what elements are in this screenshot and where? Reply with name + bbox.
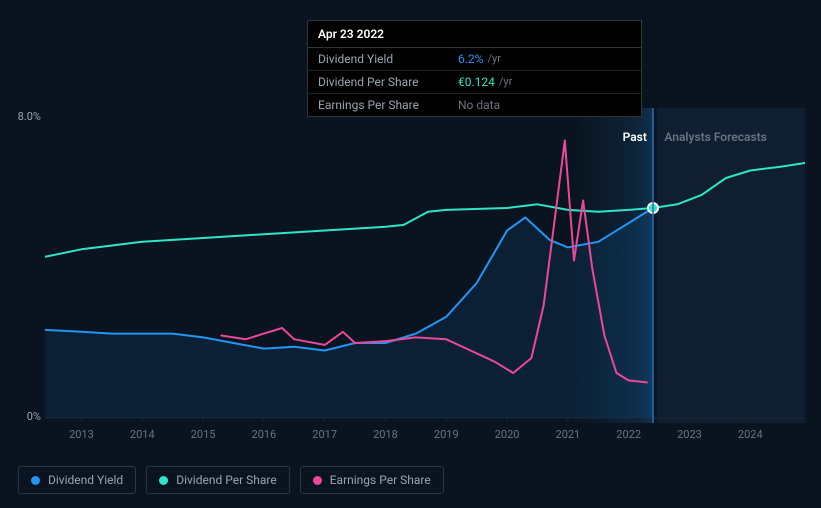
region-label-past: Past <box>623 130 647 144</box>
x-axis-label: 2016 <box>252 428 277 441</box>
x-axis-label: 2022 <box>616 428 641 441</box>
tooltip-label: Dividend Yield <box>318 52 458 66</box>
tooltip-row: Dividend Yield 6.2% /yr <box>308 48 641 71</box>
chart-tooltip: Apr 23 2022 Dividend Yield 6.2% /yr Divi… <box>307 20 642 117</box>
legend-item-earnings-per-share[interactable]: Earnings Per Share <box>300 466 444 494</box>
chart-area[interactable]: 8.0% 0% 2013 2014 2015 2016 2017 2018 2019 2020 20… <box>0 108 821 458</box>
x-axis-label: 2023 <box>677 428 702 441</box>
legend-dot-icon <box>159 476 168 485</box>
legend: Dividend Yield Dividend Per Share Earnin… <box>18 466 444 494</box>
tooltip-value: €0.124 <box>458 75 495 89</box>
legend-label: Dividend Yield <box>48 473 123 487</box>
tooltip-label: Dividend Per Share <box>318 75 458 89</box>
legend-dot-icon <box>31 476 40 485</box>
x-axis-label: 2020 <box>495 428 520 441</box>
tooltip-date: Apr 23 2022 <box>308 21 641 48</box>
legend-label: Earnings Per Share <box>330 473 431 487</box>
x-axis-label: 2013 <box>69 428 94 441</box>
x-axis-label: 2015 <box>191 428 216 441</box>
y-axis-label: 0% <box>1 410 41 423</box>
chart-svg <box>45 108 805 448</box>
legend-item-dividend-yield[interactable]: Dividend Yield <box>18 466 136 494</box>
region-label-forecast: Analysts Forecasts <box>664 130 766 144</box>
x-axis-label: 2017 <box>312 428 337 441</box>
tooltip-value: No data <box>458 98 500 112</box>
legend-dot-icon <box>313 476 322 485</box>
legend-item-dividend-per-share[interactable]: Dividend Per Share <box>146 466 290 494</box>
x-axis-label: 2014 <box>130 428 155 441</box>
legend-label: Dividend Per Share <box>176 473 277 487</box>
y-axis-label: 8.0% <box>1 110 41 123</box>
x-axis-label: 2019 <box>434 428 459 441</box>
x-axis-label: 2024 <box>738 428 763 441</box>
tooltip-value: 6.2% <box>458 52 483 66</box>
tooltip-unit: /yr <box>499 75 512 89</box>
tooltip-row: Earnings Per Share No data <box>308 94 641 116</box>
tooltip-row: Dividend Per Share €0.124 /yr <box>308 71 641 94</box>
x-axis-label: 2018 <box>373 428 398 441</box>
tooltip-unit: /yr <box>487 52 500 66</box>
x-axis-label: 2021 <box>556 428 581 441</box>
tooltip-label: Earnings Per Share <box>318 98 458 112</box>
